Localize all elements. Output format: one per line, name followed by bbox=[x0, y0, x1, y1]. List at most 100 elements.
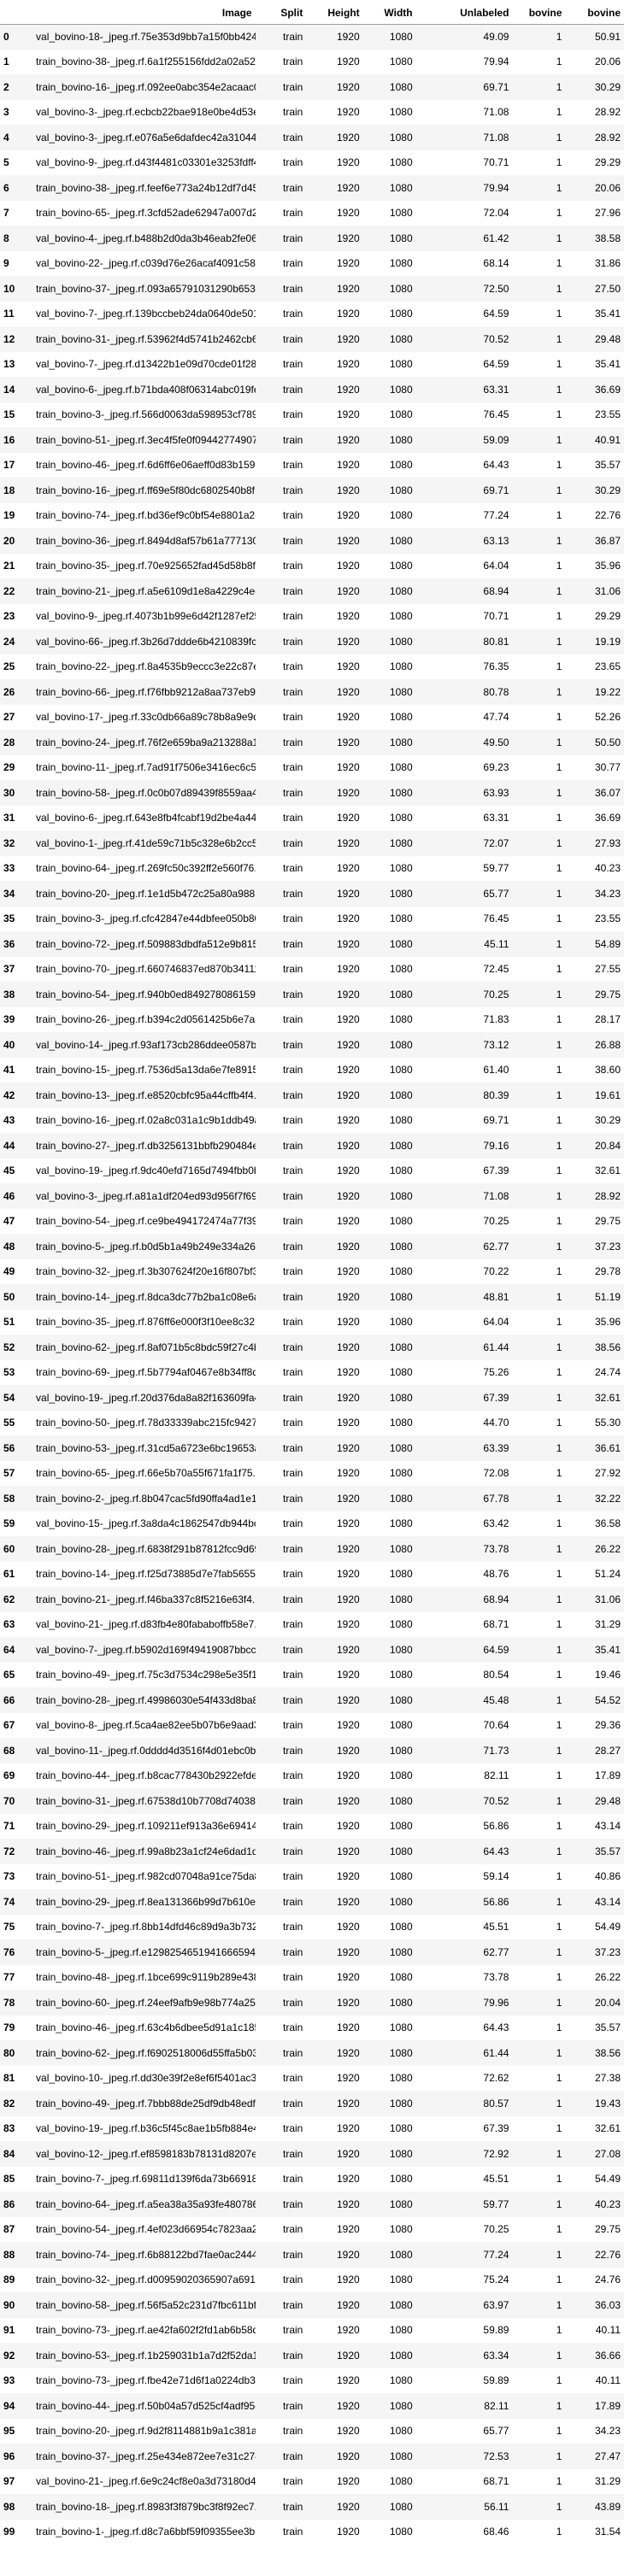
unlabeled-cell: 62.77 bbox=[483, 1240, 509, 1253]
unlabeled-cell: 64.59 bbox=[483, 308, 509, 320]
image-cell: train_bovino-2-_jpeg.rf.8b047cac5fd90ffa… bbox=[36, 1492, 256, 1505]
image-cell: train_bovino-29-_jpeg.rf.8ea131366b99d7b… bbox=[36, 1895, 256, 1908]
image-cell: train_bovino-51-_jpeg.rf.3ec4f5fe0f09442… bbox=[36, 433, 256, 446]
row-index: 33 bbox=[3, 862, 15, 875]
bovine-percent-cell: 36.07 bbox=[594, 786, 621, 799]
row-index: 14 bbox=[3, 383, 15, 396]
image-cell: train_bovino-37-_jpeg.rf.093a65791031290… bbox=[36, 282, 256, 295]
width-cell: 1080 bbox=[389, 560, 413, 572]
bovine-count-cell: 1 bbox=[556, 408, 562, 421]
bovine-count-cell: 1 bbox=[556, 635, 562, 648]
table-row: 63 val_bovino-21-_jpeg.rf.d83fb4e80fababo… bbox=[0, 1611, 624, 1637]
bovine-count-cell: 1 bbox=[556, 1517, 562, 1530]
bovine-count-cell: 1 bbox=[556, 1215, 562, 1228]
row-index: 83 bbox=[3, 2122, 15, 2135]
width-cell: 1080 bbox=[389, 1013, 413, 1026]
width-cell: 1080 bbox=[389, 1064, 413, 1077]
split-cell: train bbox=[282, 131, 303, 144]
image-cell: train_bovino-74-_jpeg.rf.6b88122bd7fae0a… bbox=[36, 2248, 256, 2261]
table-row: 57 train_bovino-65-_jpeg.rf.66e5b70a55f67… bbox=[0, 1460, 624, 1486]
bovine-percent-cell: 36.58 bbox=[594, 1517, 621, 1530]
split-cell: train bbox=[282, 2399, 303, 2412]
row-index: 11 bbox=[3, 308, 15, 320]
height-cell: 1920 bbox=[336, 1845, 360, 1857]
row-index: 99 bbox=[3, 2526, 15, 2538]
bovine-count-cell: 1 bbox=[556, 1895, 562, 1908]
bovine-count-cell: 1 bbox=[556, 1366, 562, 1379]
row-index: 89 bbox=[3, 2274, 15, 2286]
split-cell: train bbox=[282, 2097, 303, 2110]
split-cell: train bbox=[282, 1064, 303, 1077]
height-cell: 1920 bbox=[336, 1669, 360, 1681]
unlabeled-cell: 67.39 bbox=[483, 1391, 509, 1404]
row-index: 27 bbox=[3, 711, 15, 724]
height-cell: 1920 bbox=[336, 1316, 360, 1329]
unlabeled-cell: 67.78 bbox=[483, 1492, 509, 1505]
bovine-count-cell: 1 bbox=[556, 736, 562, 748]
width-cell: 1080 bbox=[389, 1794, 413, 1807]
table-row: 90 train_bovino-58-_jpeg.rf.56f5a52c231d7… bbox=[0, 2292, 624, 2318]
height-cell: 1920 bbox=[336, 1417, 360, 1429]
width-cell: 1080 bbox=[389, 1290, 413, 1303]
split-cell: train bbox=[282, 1643, 303, 1656]
bovine-percent-cell: 30.29 bbox=[594, 1114, 621, 1127]
unlabeled-cell: 80.54 bbox=[483, 1669, 509, 1681]
image-cell: train_bovino-58-_jpeg.rf.0c0b07d89439f85… bbox=[36, 786, 256, 799]
row-index: 21 bbox=[3, 560, 15, 572]
width-cell: 1080 bbox=[389, 988, 413, 1000]
height-cell: 1920 bbox=[336, 610, 360, 623]
bovine-percent-cell: 26.22 bbox=[594, 1971, 621, 1984]
height-cell: 1920 bbox=[336, 2248, 360, 2261]
row-index: 90 bbox=[3, 2298, 15, 2311]
image-cell: val_bovino-66-_jpeg.rf.3b26d7ddde6b42108… bbox=[36, 635, 256, 648]
bovine-percent-cell: 54.49 bbox=[594, 2173, 621, 2186]
split-cell: train bbox=[282, 2500, 303, 2513]
split-cell: train bbox=[282, 2274, 303, 2286]
height-cell: 1920 bbox=[336, 156, 360, 169]
table-row: 5 val_bovino-9-_jpeg.rf.d43f4481c03301e32… bbox=[0, 150, 624, 175]
bovine-percent-cell: 24.76 bbox=[594, 2274, 621, 2286]
unlabeled-cell: 82.11 bbox=[484, 2399, 509, 2412]
image-cell: train_bovino-54-_jpeg.rf.ce9be494172474a… bbox=[36, 1215, 256, 1228]
unlabeled-cell: 73.78 bbox=[483, 1971, 509, 1984]
image-cell: val_bovino-7-_jpeg.rf.d13422b1e09d70cde0… bbox=[36, 358, 256, 371]
unlabeled-cell: 79.16 bbox=[483, 1139, 509, 1152]
width-cell: 1080 bbox=[389, 786, 413, 799]
header-image: Image bbox=[36, 0, 256, 25]
table-row: 8 val_bovino-4-_jpeg.rf.b488b2d0da3b46eab… bbox=[0, 226, 624, 251]
row-index: 28 bbox=[3, 736, 15, 748]
split-cell: train bbox=[282, 1568, 303, 1581]
bovine-count-cell: 1 bbox=[556, 207, 562, 220]
unlabeled-cell: 72.04 bbox=[483, 207, 509, 220]
height-cell: 1920 bbox=[336, 383, 360, 396]
split-cell: train bbox=[282, 56, 303, 68]
unlabeled-cell: 79.96 bbox=[483, 1996, 509, 2009]
width-cell: 1080 bbox=[389, 2122, 413, 2135]
table-row: 10 train_bovino-37-_jpeg.rf.093a657910312… bbox=[0, 276, 624, 302]
image-cell: train_bovino-11-_jpeg.rf.7ad91f7506e3416… bbox=[36, 761, 256, 774]
height-cell: 1920 bbox=[336, 332, 360, 345]
table-row: 58 train_bovino-2-_jpeg.rf.8b047cac5fd90f… bbox=[0, 1486, 624, 1511]
width-cell: 1080 bbox=[389, 1366, 413, 1379]
split-cell: train bbox=[282, 2298, 303, 2311]
width-cell: 1080 bbox=[389, 761, 413, 774]
image-cell: train_bovino-69-_jpeg.rf.5b7794af0467e8b… bbox=[36, 1366, 256, 1379]
bovine-count-cell: 1 bbox=[556, 459, 562, 472]
table-row: 86 train_bovino-64-_jpeg.rf.a5ea38a35a93f… bbox=[0, 2192, 624, 2217]
split-cell: train bbox=[282, 2046, 303, 2059]
width-cell: 1080 bbox=[389, 2223, 413, 2236]
header-bovine-count: bovine bbox=[512, 0, 566, 25]
row-index: 93 bbox=[3, 2374, 15, 2387]
unlabeled-cell: 79.94 bbox=[483, 181, 509, 194]
row-index: 30 bbox=[3, 786, 15, 799]
unlabeled-cell: 44.70 bbox=[483, 1417, 509, 1429]
table-row: 31 val_bovino-6-_jpeg.rf.643e8fb4fcabf19d… bbox=[0, 805, 624, 830]
table-row: 19 train_bovino-74-_jpeg.rf.bd36ef9c0bf54… bbox=[0, 502, 624, 528]
table-row: 51 train_bovino-35-_jpeg.rf.876ff6e000f3f… bbox=[0, 1309, 624, 1335]
table-row: 88 train_bovino-74-_jpeg.rf.6b88122bd7fae… bbox=[0, 2242, 624, 2268]
image-cell: train_bovino-44-_jpeg.rf.50b04a57d525cf4… bbox=[36, 2399, 256, 2412]
bovine-percent-cell: 29.29 bbox=[594, 156, 621, 169]
bovine-percent-cell: 54.49 bbox=[594, 1921, 621, 1933]
height-cell: 1920 bbox=[336, 408, 360, 421]
row-index: 59 bbox=[3, 1517, 15, 1530]
